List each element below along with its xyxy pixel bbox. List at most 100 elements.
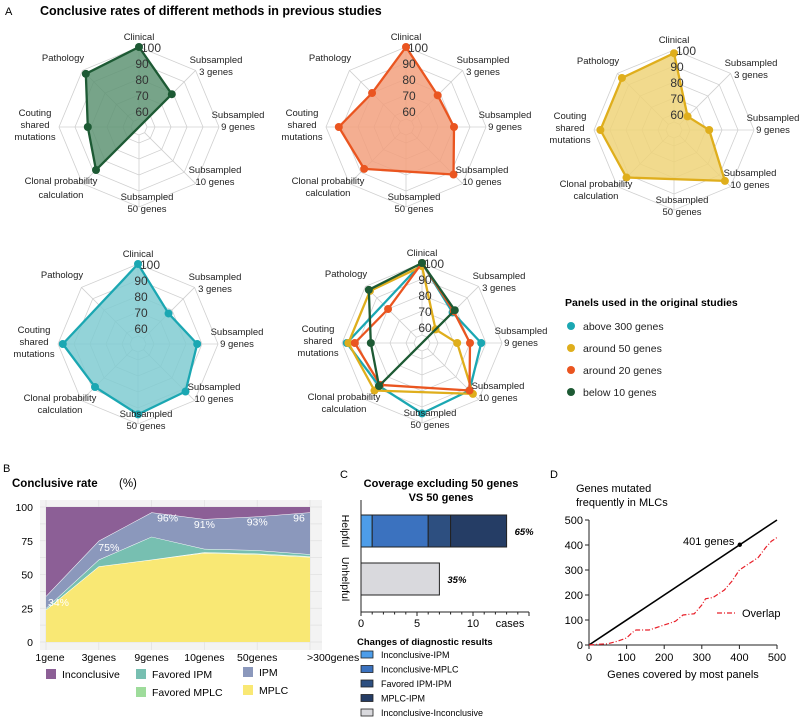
radar-point	[384, 305, 393, 314]
radar-axis-label: 3 genes	[482, 283, 516, 294]
radar-point	[81, 69, 90, 78]
radar-axis-label: Clonal probability	[25, 176, 98, 187]
x-tick-label: 10genes	[184, 652, 224, 664]
radar-series-below-10-genes	[367, 261, 456, 388]
x-tick-label: >300genes	[307, 652, 359, 664]
radar-axis-label: 3 genes	[198, 284, 232, 295]
legend-label: around 20 genes	[583, 365, 662, 377]
y-tick-label: 200	[565, 590, 583, 602]
radar-legend-title: Panels used in the original studies	[565, 297, 738, 309]
radar-point	[334, 123, 343, 131]
radar-series-around-20-genes	[337, 45, 456, 176]
area-title-unit: (%)	[119, 478, 137, 490]
legend-label: IPM	[259, 667, 278, 679]
legend-marker	[567, 388, 575, 396]
radar-axis-label: 9 genes	[220, 339, 254, 350]
bar-segment-Inconclusive-IPM	[360, 514, 373, 548]
radar-axis-label: shared	[19, 337, 48, 348]
radar-axis-label: Subsampled	[495, 326, 548, 337]
area-Inconclusive	[46, 507, 310, 597]
x-tick-label: 400	[730, 652, 748, 664]
legend-swatch	[360, 650, 374, 659]
radar-axis-label: Subsampled	[473, 271, 526, 282]
legend-label: Overlap	[742, 608, 781, 620]
radar-point	[465, 386, 474, 395]
radar-point	[164, 309, 173, 318]
data-label: 75%	[98, 542, 119, 554]
radar-axis-label: Clinical	[391, 32, 422, 43]
radar-axis-label: Subsampled	[725, 58, 778, 69]
data-label: 35%	[447, 575, 467, 586]
legend-label: Favored MPLC	[152, 687, 223, 699]
area-title: Conclusive rate	[12, 478, 98, 490]
data-label: 34%	[48, 597, 69, 609]
line-series-Overlap	[588, 537, 778, 646]
radar-ring-label: 90	[134, 274, 148, 288]
radar-axis-label: 3 genes	[199, 67, 233, 78]
radar-point	[683, 112, 692, 121]
data-label: 96	[293, 512, 305, 524]
radar-axis-label: Subsampled	[120, 409, 173, 420]
radar-axis-label: Pathology	[309, 53, 352, 64]
legend-swatch	[243, 685, 253, 695]
panel-letter-d: D	[550, 469, 558, 481]
radar-ring-label: 70	[670, 92, 684, 106]
radar-point	[670, 49, 678, 58]
legend-label: MPLC	[259, 685, 289, 697]
radar-point	[368, 89, 377, 98]
radar-axis-label: 10 genes	[462, 177, 501, 188]
radar-axis-label: Couting	[554, 111, 587, 122]
radar-point	[617, 73, 626, 82]
radar-ring-label: 100	[140, 258, 160, 272]
radar-point	[350, 339, 359, 347]
radar-ring-label: 70	[134, 306, 148, 320]
radar-ring-label: 70	[418, 305, 432, 319]
radar-axis-label: 50 genes	[410, 420, 449, 431]
radar-axis-label: Subsampled	[456, 165, 509, 176]
radar-ring-label: 90	[418, 273, 432, 287]
radar-axis-label: Subsampled	[404, 408, 457, 419]
radar-axis-label: 50 genes	[126, 421, 165, 432]
legend-label: Inconclusive-Inconclusive	[381, 708, 483, 718]
radar-axis-label: calculation	[39, 190, 84, 201]
radar-axis-label: Clonal probability	[308, 392, 381, 403]
line-title: frequently in MLCs	[576, 497, 668, 509]
legend-label: Inconclusive-IPM	[381, 650, 450, 660]
radar-axis-label: Couting	[19, 108, 52, 119]
radar-axis-label: Clonal probability	[292, 176, 365, 187]
radar-point	[135, 43, 143, 51]
y-tick-label: 100	[565, 615, 583, 627]
radar-axis-label: Couting	[302, 324, 335, 335]
radar-point	[450, 123, 458, 131]
radar-ring-label: 60	[134, 322, 148, 336]
radar-axis-label: Subsampled	[724, 168, 777, 179]
radar-ring-label: 60	[402, 105, 416, 119]
radar-series-around-50-genes	[347, 265, 475, 396]
legend-label: Inconclusive-MPLC	[381, 665, 459, 675]
y-tick-label: 100	[15, 502, 33, 514]
radar-spoke	[365, 286, 417, 338]
x-tick-label: 3genes	[82, 652, 116, 664]
radar-ring-label: 60	[418, 321, 432, 335]
radar-axis-label: Subsampled	[190, 55, 243, 66]
area-MPLC	[46, 552, 310, 642]
radar-ring-label: 90	[670, 60, 684, 74]
radar-axis-label: Clinical	[659, 35, 690, 46]
radar-point	[449, 170, 458, 179]
radar-series-below-10-genes	[84, 45, 173, 172]
radar-axis-label: shared	[303, 336, 332, 347]
legend-swatch	[360, 694, 374, 702]
radar-axis-label: Couting	[286, 108, 319, 119]
data-label: 91%	[194, 519, 215, 531]
line-title: Genes mutated	[576, 483, 651, 495]
y-tick-label: 400	[565, 540, 583, 552]
radar-axis-label: 9 genes	[504, 338, 538, 349]
radar-point	[453, 339, 462, 347]
radar-point	[418, 259, 426, 267]
legend-swatch	[46, 669, 56, 679]
radar-axis-label: 10 genes	[730, 180, 769, 191]
radar-point	[366, 339, 375, 347]
